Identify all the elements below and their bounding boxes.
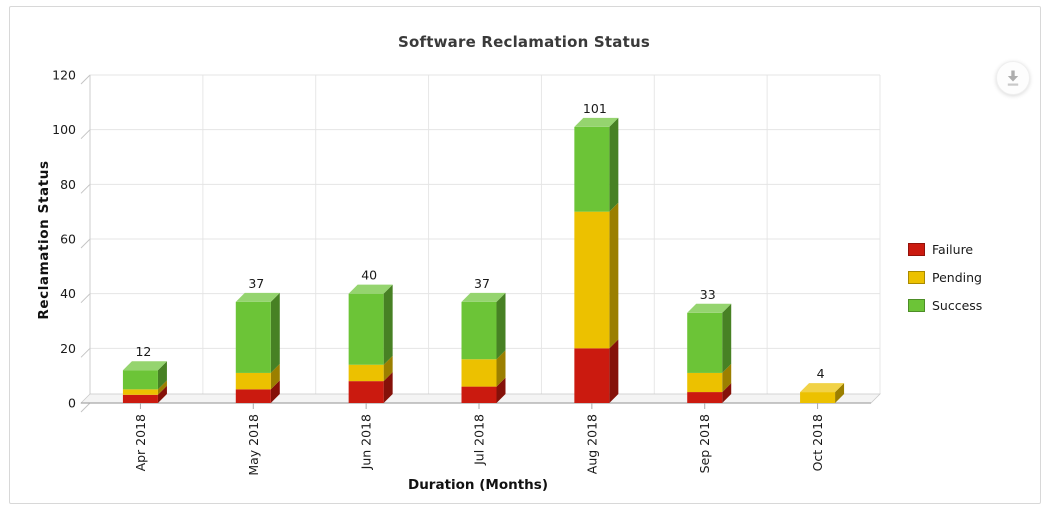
- legend: Failure Pending Success: [908, 241, 982, 325]
- bar-segment-failure[interactable]: [122, 394, 158, 403]
- y-tick-label: 120: [52, 68, 76, 83]
- bar-top-face[interactable]: [235, 292, 280, 302]
- bar-segment-pending[interactable]: [574, 211, 610, 349]
- bar-segment-pending[interactable]: [800, 392, 836, 403]
- bar-segment-success[interactable]: [687, 312, 723, 373]
- y-axis-tick: [80, 238, 91, 249]
- bar-segment-side-pending[interactable]: [835, 383, 845, 403]
- legend-label: Pending: [932, 269, 982, 285]
- legend-item-pending[interactable]: Pending: [908, 269, 982, 285]
- legend-swatch-pending: [908, 270, 925, 284]
- bar-segment-failure[interactable]: [348, 381, 384, 403]
- bar-segment-success[interactable]: [461, 301, 497, 360]
- bar-segment-pending[interactable]: [687, 372, 723, 393]
- y-tick-label: 100: [52, 122, 76, 137]
- bar-total-label: 33: [700, 287, 716, 302]
- chart-title: Software Reclamation Status: [398, 33, 650, 51]
- bar-segment-pending[interactable]: [122, 389, 158, 395]
- chart-panel: [9, 6, 1041, 504]
- bar-segment-side-success[interactable]: [383, 284, 393, 365]
- bar-top-face[interactable]: [348, 284, 393, 294]
- legend-item-failure[interactable]: Failure: [908, 241, 982, 257]
- y-tick-label: 0: [68, 396, 76, 411]
- bar-segment-pending[interactable]: [348, 364, 384, 382]
- y-axis-tick: [80, 402, 91, 413]
- bar-segment-side-pending[interactable]: [383, 355, 393, 382]
- x-tick-label: Apr 2018: [133, 414, 148, 471]
- legend-swatch-success: [908, 298, 925, 312]
- x-axis-title: Duration (Months): [407, 477, 549, 493]
- y-tick-label: 80: [60, 177, 76, 192]
- x-tick-label: Aug 2018: [584, 414, 599, 474]
- bar-total-label: 40: [361, 268, 377, 283]
- x-tick-label: May 2018: [246, 414, 261, 476]
- bar-segment-side-pending[interactable]: [609, 202, 619, 349]
- bar-segment-success[interactable]: [348, 293, 384, 365]
- bar-total-label: 37: [474, 276, 490, 291]
- bar-segment-side-failure[interactable]: [609, 339, 619, 403]
- legend-label: Success: [932, 297, 983, 313]
- bar-segment-success[interactable]: [122, 370, 158, 390]
- bar-segment-side-failure[interactable]: [383, 372, 393, 403]
- x-tick-label: Oct 2018: [810, 414, 825, 471]
- bar-total-label: 101: [583, 101, 607, 116]
- y-axis-tick: [80, 74, 91, 85]
- bar-segment-pending[interactable]: [235, 372, 271, 390]
- y-axis-tick: [80, 183, 91, 194]
- bar-segment-success[interactable]: [235, 301, 271, 373]
- bar-segment-side-success[interactable]: [722, 303, 732, 373]
- bar-segment-side-pending[interactable]: [722, 363, 732, 393]
- legend-swatch-failure: [908, 242, 925, 256]
- bar-segment-side-pending[interactable]: [157, 380, 167, 395]
- export-button[interactable]: [996, 61, 1030, 95]
- bar-top-face[interactable]: [461, 292, 506, 302]
- y-tick-label: 40: [60, 286, 76, 301]
- bar-segment-side-pending[interactable]: [270, 363, 280, 390]
- bar-segment-failure[interactable]: [687, 392, 723, 403]
- x-tick-label: Sep 2018: [697, 414, 712, 473]
- bar-segment-side-success[interactable]: [609, 117, 619, 212]
- y-axis-tick: [80, 347, 91, 358]
- bar-segment-success[interactable]: [574, 126, 610, 212]
- x-tick-label: Jun 2018: [359, 414, 374, 470]
- bar-segment-failure[interactable]: [461, 386, 497, 403]
- bar-segment-failure[interactable]: [235, 389, 271, 403]
- bar-segment-side-pending[interactable]: [496, 350, 506, 387]
- bar-segment-side-success[interactable]: [270, 292, 280, 373]
- bar-segment-side-failure[interactable]: [722, 383, 732, 403]
- bar-segment-side-failure[interactable]: [270, 380, 280, 403]
- bar-top-face[interactable]: [574, 117, 619, 127]
- bar-top-face[interactable]: [687, 303, 732, 313]
- bar-top-face[interactable]: [800, 383, 845, 393]
- legend-label: Failure: [932, 241, 974, 257]
- bar-segment-failure[interactable]: [574, 348, 610, 403]
- bar-segment-side-success[interactable]: [157, 361, 167, 390]
- bar-total-label: 4: [817, 366, 825, 381]
- bar-segment-side-success[interactable]: [496, 292, 506, 360]
- y-tick-label: 60: [60, 232, 76, 247]
- y-axis-tick: [80, 129, 91, 140]
- y-tick-label: 20: [60, 341, 76, 356]
- bar-total-label: 12: [135, 344, 151, 359]
- bar-segment-side-failure[interactable]: [157, 385, 167, 403]
- download-icon: [1007, 70, 1019, 86]
- x-tick-label: Jul 2018: [472, 414, 487, 466]
- bar-total-label: 37: [248, 276, 264, 291]
- bar-segment-side-failure[interactable]: [496, 377, 506, 403]
- bar-segment-pending[interactable]: [461, 359, 497, 387]
- y-axis-tick: [80, 293, 91, 304]
- bar-top-face[interactable]: [122, 361, 167, 371]
- y-axis-title: Reclamation Status: [36, 160, 52, 320]
- legend-item-success[interactable]: Success: [908, 297, 982, 313]
